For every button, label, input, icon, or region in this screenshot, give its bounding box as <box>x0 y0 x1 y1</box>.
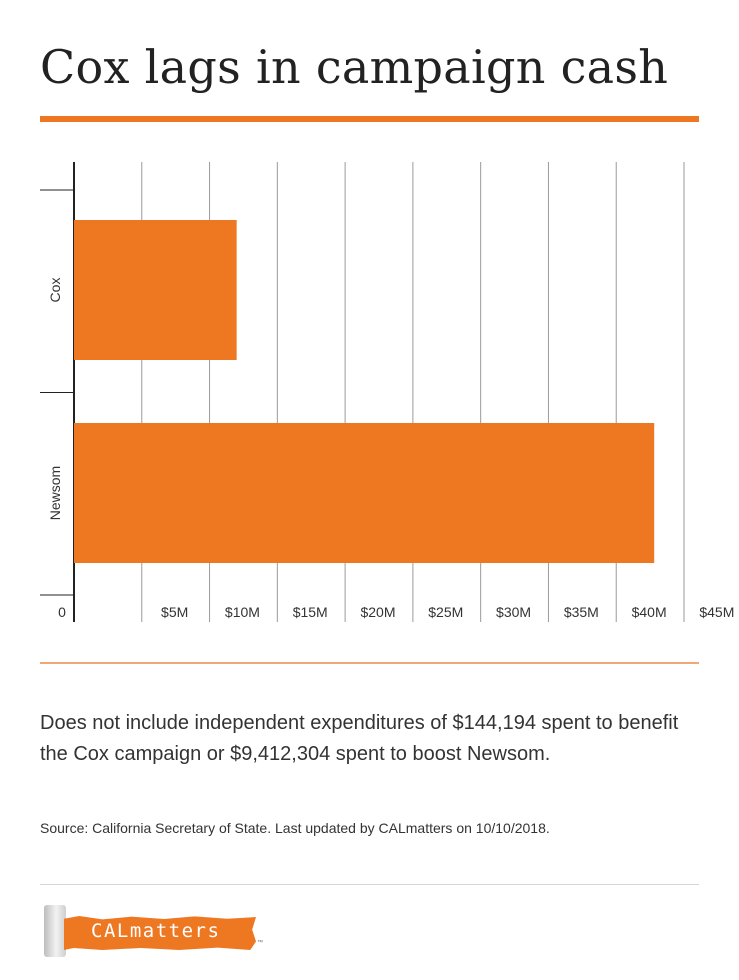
chart-divider <box>40 662 699 664</box>
bar-newsom <box>74 423 655 563</box>
x-tick-label-0: 0 <box>58 604 66 620</box>
calmatters-logo: CALmatters ™ <box>40 903 270 959</box>
x-tick-label-4: $20M <box>360 604 395 620</box>
category-label-cox: Cox <box>47 278 63 303</box>
x-tick-label-7: $35M <box>564 604 599 620</box>
chart-note: Does not include independent expenditure… <box>40 712 679 765</box>
logo-wordmark: CALmatters <box>91 920 221 942</box>
x-tick-label-5: $25M <box>428 604 463 620</box>
bar-chart: Cox Newsom 0 $5M $10M $15M $20M $25M $30M $35M $40… <box>40 162 734 622</box>
source-line: Source: California Secretary of State. L… <box>40 820 550 836</box>
x-tick-label-3: $15M <box>293 604 328 620</box>
x-tick-label-9: $45M <box>699 604 734 620</box>
logo-scroll-tab <box>44 905 66 957</box>
x-tick-label-6: $30M <box>496 604 531 620</box>
category-label-newsom: Newsom <box>47 466 63 520</box>
title-underline <box>40 116 699 122</box>
logo-banner <box>64 916 256 950</box>
logo-trademark: ™ <box>257 940 263 946</box>
x-tick-label-2: $10M <box>225 604 260 620</box>
x-tick-label-1: $5M <box>161 604 188 620</box>
bar-cox <box>74 220 237 360</box>
footer-divider <box>40 884 699 885</box>
x-tick-label-8: $40M <box>632 604 667 620</box>
chart-title: Cox lags in campaign cash <box>40 40 669 94</box>
